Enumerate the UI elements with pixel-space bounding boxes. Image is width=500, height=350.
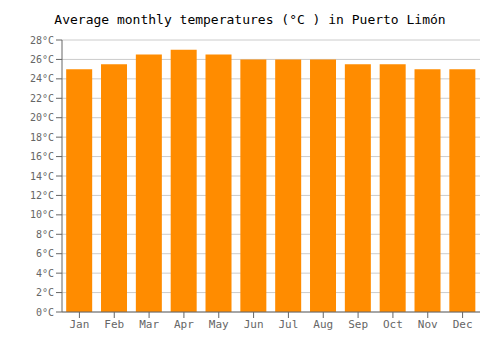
svg-text:22°C: 22°C — [30, 93, 54, 104]
svg-text:14°C: 14°C — [30, 171, 54, 182]
svg-text:Sep: Sep — [348, 318, 368, 331]
svg-text:Aug: Aug — [313, 318, 333, 331]
svg-text:24°C: 24°C — [30, 73, 54, 84]
svg-text:Apr: Apr — [174, 318, 194, 331]
svg-text:8°C: 8°C — [36, 229, 54, 240]
svg-text:Jan: Jan — [69, 318, 89, 331]
svg-text:16°C: 16°C — [30, 151, 54, 162]
svg-text:0°C: 0°C — [36, 307, 54, 318]
svg-text:26°C: 26°C — [30, 54, 54, 65]
html-text:Average monthly temperatures (: Average monthly temperatures (°C ) in Pu… — [54, 12, 446, 27]
svg-text:Nov: Nov — [418, 318, 438, 331]
svg-text:Dec: Dec — [453, 318, 473, 331]
svg-text:Jul: Jul — [278, 318, 298, 331]
svg-text:18°C: 18°C — [30, 132, 54, 143]
svg-text:10°C: 10°C — [30, 209, 54, 220]
svg-text:6°C: 6°C — [36, 248, 54, 259]
svg-text:4°C: 4°C — [36, 268, 54, 279]
svg-text:Feb: Feb — [104, 318, 124, 331]
svg-text:Mar: Mar — [139, 318, 159, 331]
svg-text:May: May — [209, 318, 229, 331]
svg-text:12°C: 12°C — [30, 190, 54, 201]
svg-text:2°C: 2°C — [36, 287, 54, 298]
svg-text:Jun: Jun — [244, 318, 264, 331]
svg-text:Oct: Oct — [383, 318, 403, 331]
svg-text:20°C: 20°C — [30, 112, 54, 123]
svg-text:28°C: 28°C — [30, 35, 54, 46]
